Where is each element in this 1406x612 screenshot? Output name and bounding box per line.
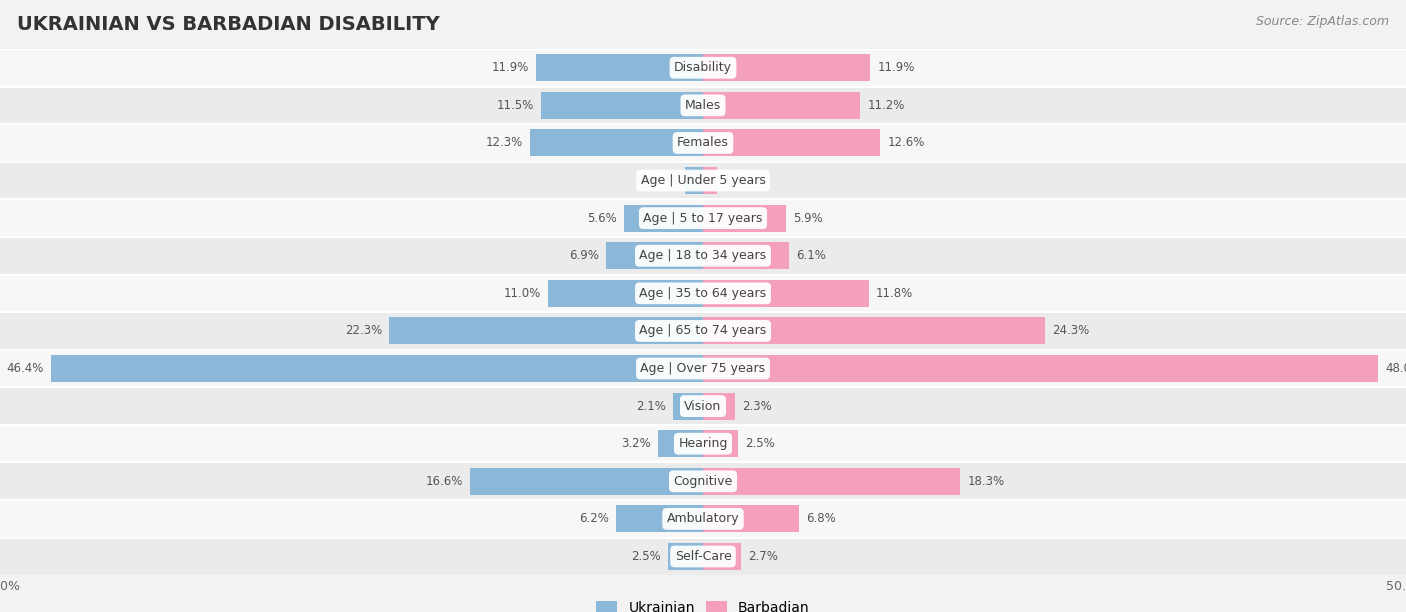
Bar <box>0 200 1406 237</box>
Text: Cognitive: Cognitive <box>673 475 733 488</box>
Text: Age | Under 5 years: Age | Under 5 years <box>641 174 765 187</box>
Bar <box>0 49 1406 86</box>
Bar <box>0 162 1406 200</box>
Text: Source: ZipAtlas.com: Source: ZipAtlas.com <box>1256 15 1389 28</box>
Bar <box>668 543 703 570</box>
Text: Age | 5 to 17 years: Age | 5 to 17 years <box>644 212 762 225</box>
Bar <box>470 468 703 495</box>
Bar <box>0 387 1406 425</box>
Text: Ambulatory: Ambulatory <box>666 512 740 525</box>
Text: 2.1%: 2.1% <box>637 400 666 412</box>
Text: 46.4%: 46.4% <box>6 362 44 375</box>
Bar <box>51 355 703 382</box>
Bar <box>703 318 1045 345</box>
Bar <box>0 349 1406 387</box>
Bar <box>616 506 703 532</box>
Text: 11.2%: 11.2% <box>868 99 905 112</box>
Bar <box>0 500 1406 538</box>
Bar <box>541 92 703 119</box>
Bar <box>703 506 799 532</box>
Bar <box>685 167 703 194</box>
Text: Disability: Disability <box>673 61 733 74</box>
Bar <box>530 129 703 157</box>
Text: Age | 65 to 74 years: Age | 65 to 74 years <box>640 324 766 337</box>
Bar <box>548 280 703 307</box>
Text: 1.0%: 1.0% <box>724 174 754 187</box>
Text: 2.5%: 2.5% <box>745 437 775 450</box>
Text: Hearing: Hearing <box>678 437 728 450</box>
Text: Age | 35 to 64 years: Age | 35 to 64 years <box>640 287 766 300</box>
Bar <box>0 312 1406 349</box>
Text: 1.3%: 1.3% <box>648 174 678 187</box>
Bar <box>703 355 1378 382</box>
Bar <box>0 237 1406 275</box>
Text: 6.8%: 6.8% <box>806 512 835 525</box>
Bar <box>703 242 789 269</box>
Bar <box>703 392 735 420</box>
Bar <box>624 204 703 232</box>
Legend: Ukrainian, Barbadian: Ukrainian, Barbadian <box>591 596 815 612</box>
Text: Age | Over 75 years: Age | Over 75 years <box>641 362 765 375</box>
Bar <box>0 463 1406 500</box>
Bar <box>673 392 703 420</box>
Text: 16.6%: 16.6% <box>425 475 463 488</box>
Bar <box>0 124 1406 162</box>
Text: 24.3%: 24.3% <box>1052 324 1088 337</box>
Bar <box>0 275 1406 312</box>
Text: Self-Care: Self-Care <box>675 550 731 563</box>
Text: 6.2%: 6.2% <box>579 512 609 525</box>
Text: 6.1%: 6.1% <box>796 249 825 262</box>
Text: Age | 18 to 34 years: Age | 18 to 34 years <box>640 249 766 262</box>
Text: Males: Males <box>685 99 721 112</box>
Bar <box>0 425 1406 463</box>
Bar <box>703 92 860 119</box>
Text: 5.6%: 5.6% <box>588 212 617 225</box>
Text: 22.3%: 22.3% <box>346 324 382 337</box>
Bar <box>703 468 960 495</box>
Text: 11.5%: 11.5% <box>498 99 534 112</box>
Bar <box>703 280 869 307</box>
Bar <box>703 430 738 457</box>
Text: 12.6%: 12.6% <box>887 136 925 149</box>
Text: Females: Females <box>678 136 728 149</box>
Text: 48.0%: 48.0% <box>1385 362 1406 375</box>
Bar <box>703 167 717 194</box>
Text: 11.9%: 11.9% <box>491 61 529 74</box>
Text: 2.5%: 2.5% <box>631 550 661 563</box>
Bar <box>536 54 703 81</box>
Text: 3.2%: 3.2% <box>621 437 651 450</box>
Text: 12.3%: 12.3% <box>486 136 523 149</box>
Text: 18.3%: 18.3% <box>967 475 1004 488</box>
Bar <box>658 430 703 457</box>
Text: 2.7%: 2.7% <box>748 550 778 563</box>
Text: 11.9%: 11.9% <box>877 61 915 74</box>
Bar <box>0 538 1406 575</box>
Text: 11.8%: 11.8% <box>876 287 912 300</box>
Text: 2.3%: 2.3% <box>742 400 772 412</box>
Text: 11.0%: 11.0% <box>505 287 541 300</box>
Bar <box>703 129 880 157</box>
Text: 6.9%: 6.9% <box>569 249 599 262</box>
Text: UKRAINIAN VS BARBADIAN DISABILITY: UKRAINIAN VS BARBADIAN DISABILITY <box>17 15 440 34</box>
Bar <box>606 242 703 269</box>
Text: Vision: Vision <box>685 400 721 412</box>
Bar <box>703 54 870 81</box>
Bar <box>389 318 703 345</box>
Bar <box>703 204 786 232</box>
Text: 5.9%: 5.9% <box>793 212 823 225</box>
Bar <box>0 86 1406 124</box>
Bar <box>703 543 741 570</box>
